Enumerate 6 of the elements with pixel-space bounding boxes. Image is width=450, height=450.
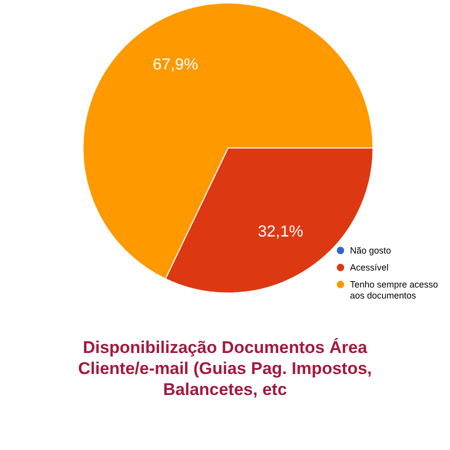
data-label: 67,9%: [152, 56, 198, 74]
data-label: 32,1%: [258, 223, 304, 240]
text: Disponibilização Documentos Área Cliente/e-mail (Guias Pag. Impostos, Balancetes, etc: [78, 337, 372, 399]
legend-label: Não gosto: [350, 246, 392, 256]
legend-label: Tenho sempre acesso aos documentos: [350, 280, 438, 300]
legend-label: Acessível: [350, 262, 389, 272]
